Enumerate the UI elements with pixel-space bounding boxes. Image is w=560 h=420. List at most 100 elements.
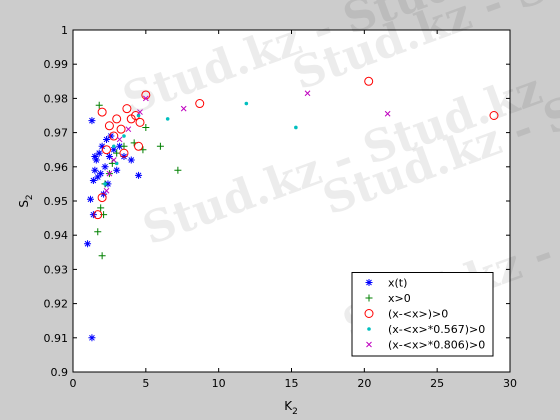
point [113,149,121,157]
x-tick-label: 15 [285,377,299,390]
point [104,121,114,131]
axes-box [72,29,511,373]
point [98,252,106,260]
point [94,173,102,181]
point [112,114,122,124]
point [174,166,182,174]
point [95,101,103,109]
y-tick-label: 0.95 [44,195,69,208]
point [105,153,113,161]
y-tick-label: 0.98 [44,92,69,105]
y-axis-label: S2 [17,194,35,207]
point [89,176,97,184]
legend-marker-symbol [365,294,373,302]
point [88,334,96,342]
point [304,90,311,97]
point [120,142,128,150]
legend-marker-symbol [364,309,374,318]
point [489,111,499,120]
point [102,145,112,155]
point [135,117,145,127]
point [384,110,391,117]
point [103,182,107,186]
legend-marker-symbol [365,279,373,286]
point [97,107,107,117]
legend-marker [365,294,373,302]
point [103,135,111,143]
point [127,156,135,164]
point [134,141,144,151]
point [109,131,119,141]
point [94,228,102,236]
point [101,163,109,171]
legend-marker-symbol [367,327,371,331]
point [122,104,132,114]
legend-label: x>0 [388,292,411,305]
x-axis-label: K2 [284,399,298,417]
legend-marker [367,327,371,331]
point [110,157,117,163]
point [156,142,164,150]
point [92,156,100,164]
point [195,99,205,109]
point [98,142,106,150]
y-tick-label: 0.96 [44,161,69,174]
point [95,149,103,157]
point [103,187,110,194]
y-tick-label: 0.92 [44,298,69,311]
legend-marker [366,341,372,348]
legend-label: (x-<x>*0.806)>0 [388,339,485,352]
point [165,117,170,121]
y-tick-label: 0.97 [44,127,69,140]
x-tick-label: 0 [70,377,77,390]
point [244,101,249,106]
x-tick-label: 30 [503,377,517,390]
point [97,170,105,178]
legend-label: (x-<x>)>0 [388,308,448,321]
point [142,123,150,131]
point [110,146,118,154]
y-tick-label: 0.94 [44,229,69,242]
y-tick-label: 1 [61,24,68,37]
x-tick-label: 10 [212,377,226,390]
point [97,193,107,203]
legend-label: (x-<x>*0.567)>0 [388,323,485,336]
point [125,126,132,133]
point [364,76,374,86]
point [142,95,149,102]
legend-marker [365,279,373,286]
y-tick-label: 0.93 [44,263,69,276]
point [119,148,129,158]
x-tick-label: 25 [430,377,444,390]
point [135,171,143,179]
point [116,124,126,134]
x-tick-label: 5 [142,377,149,390]
point [84,240,92,248]
legend-marker [364,309,374,318]
point [180,105,187,112]
point [91,166,99,174]
point [294,125,298,130]
legend-box [351,272,494,357]
point [113,166,121,174]
legend-label: x(t) [388,277,407,290]
point [120,153,128,161]
point [106,170,113,177]
point [88,117,96,125]
point [111,144,116,149]
y-tick-label: 0.91 [44,332,69,345]
point [91,153,99,161]
point [116,136,123,143]
y-tick-label: 0.9 [51,366,69,379]
y-tick-label: 0.99 [44,58,69,71]
x-tick-label: 20 [357,377,371,390]
point [100,211,108,219]
point [97,204,105,212]
legend-marker-symbol [366,341,372,348]
point [116,142,124,150]
point [93,210,103,220]
point [137,109,143,115]
point [122,134,126,138]
point [86,195,94,203]
